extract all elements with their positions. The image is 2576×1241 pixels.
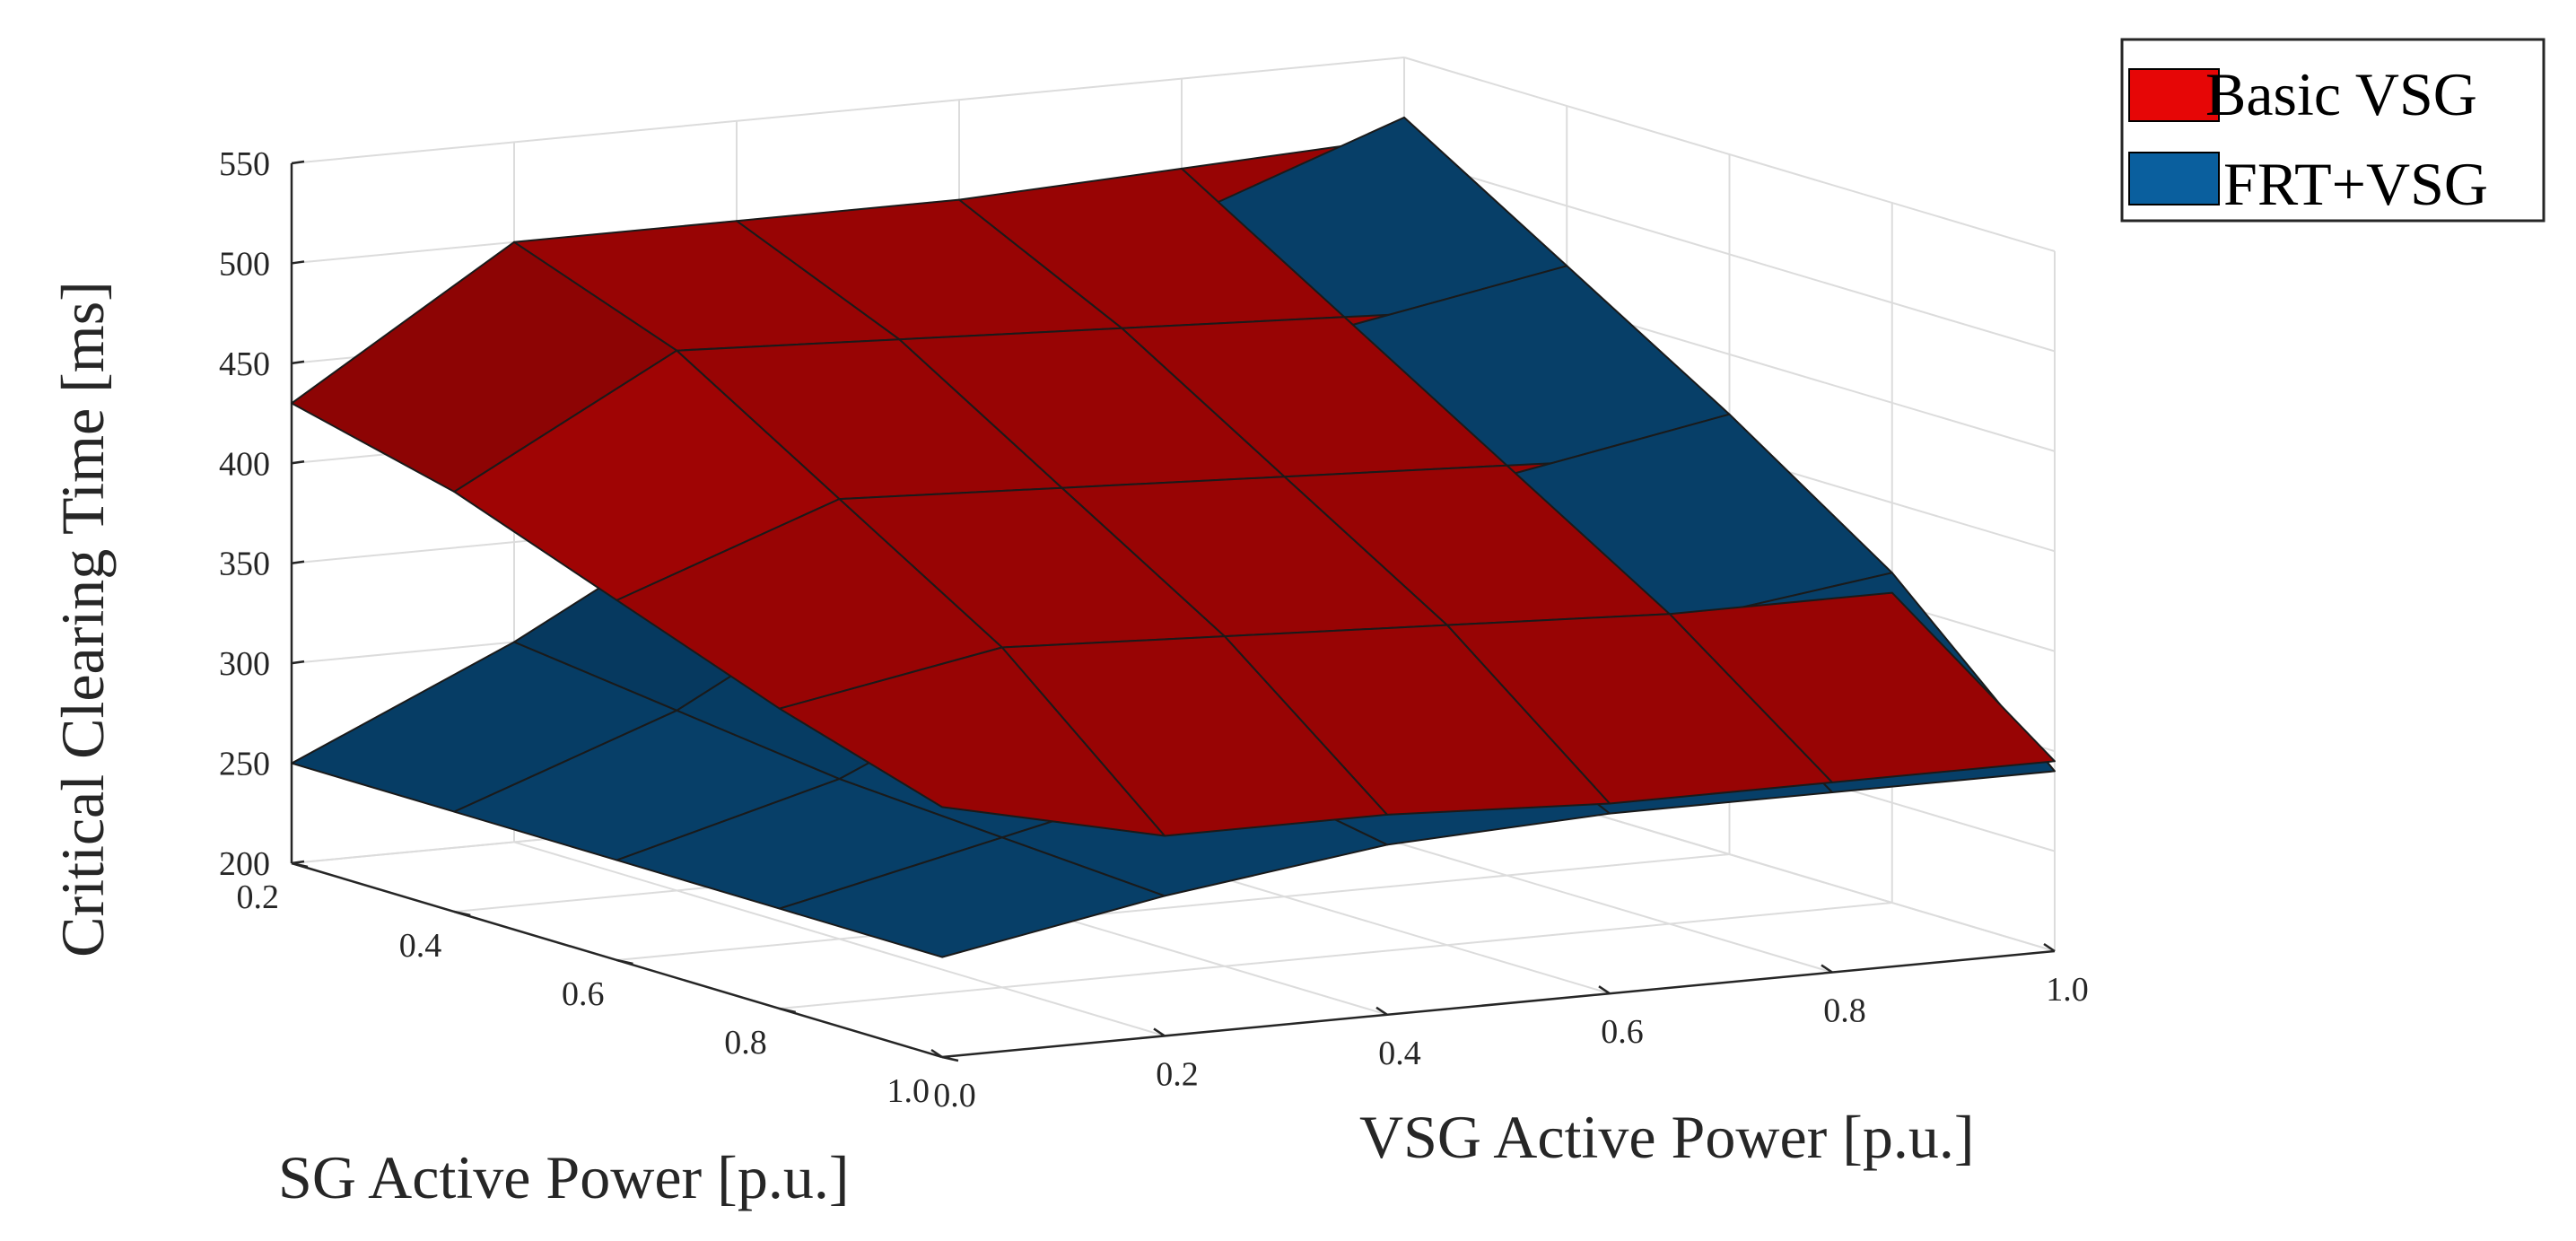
- z-tick-mark: [291, 160, 305, 165]
- z-tick-mark: [291, 260, 305, 265]
- z-tick-mark: [291, 460, 305, 465]
- floor-gridline-y: [779, 902, 1892, 1009]
- y-tick-mark: [453, 910, 471, 917]
- y-tick-mark: [779, 1007, 797, 1014]
- basic-vsg-surface-patch: [778, 646, 1166, 837]
- z-tick-label: 300: [219, 645, 270, 683]
- z-tick-label: 250: [219, 746, 270, 783]
- x-tick-mark: [1598, 985, 1611, 995]
- y-tick-label: 0.8: [724, 1024, 767, 1062]
- legend-swatch-basic-vsg: [2128, 68, 2220, 122]
- x-tick-mark: [1375, 1006, 1388, 1016]
- frt-vsg-surface-patch: [778, 836, 1166, 958]
- x-tick-mark: [1153, 1027, 1166, 1037]
- z-tick-label: 200: [219, 845, 270, 883]
- x-tick-label: 1.0: [2046, 971, 2089, 1009]
- z-tick-label: 400: [219, 445, 270, 483]
- y-tick-mark: [291, 861, 309, 869]
- x-axis-line: [941, 949, 2056, 1059]
- z-tick-label: 500: [219, 245, 270, 283]
- x-tick-mark: [1821, 964, 1833, 974]
- x-tick-label: 0.6: [1601, 1013, 1644, 1051]
- x-axis-label: VSG Active Power [p.u.]: [1359, 1103, 1975, 1171]
- z-tick-label: 350: [219, 546, 270, 583]
- x-tick-mark: [2043, 942, 2056, 953]
- y-axis-label: SG Active Power [p.u.]: [278, 1143, 849, 1211]
- z-tick-mark: [291, 560, 305, 564]
- z-tick-label: 550: [219, 145, 270, 183]
- z-axis-label: Critical Clearing Time [ms]: [48, 281, 117, 957]
- legend-label-basic-vsg: Basic VSG: [2205, 60, 2477, 128]
- x-tick-label: 0.0: [933, 1077, 976, 1114]
- floor-gridline-y: [616, 853, 1730, 961]
- legend-swatch-frt-vsg: [2128, 152, 2220, 205]
- x-tick-label: 0.4: [1378, 1035, 1421, 1072]
- z-tick-label: 450: [219, 345, 270, 383]
- y-tick-mark: [616, 958, 633, 966]
- legend: Basic VSG FRT+VSG: [2120, 38, 2545, 223]
- y-tick-mark: [941, 1055, 959, 1062]
- x-tick-mark: [930, 1048, 943, 1059]
- y-tick-label: 0.4: [399, 927, 442, 965]
- y-tick-label: 0.6: [562, 975, 605, 1013]
- y-tick-label: 0.2: [237, 878, 280, 916]
- z-tick-mark: [291, 360, 305, 365]
- z-tick-mark: [291, 660, 305, 665]
- x-tick-label: 0.2: [1156, 1055, 1199, 1093]
- legend-label-frt-vsg: FRT+VSG: [2223, 150, 2488, 218]
- x-tick-label: 0.8: [1823, 992, 1866, 1030]
- back-wall-gridline: [291, 57, 1405, 164]
- y-tick-label: 1.0: [887, 1072, 930, 1110]
- surface-layer: [291, 116, 2056, 958]
